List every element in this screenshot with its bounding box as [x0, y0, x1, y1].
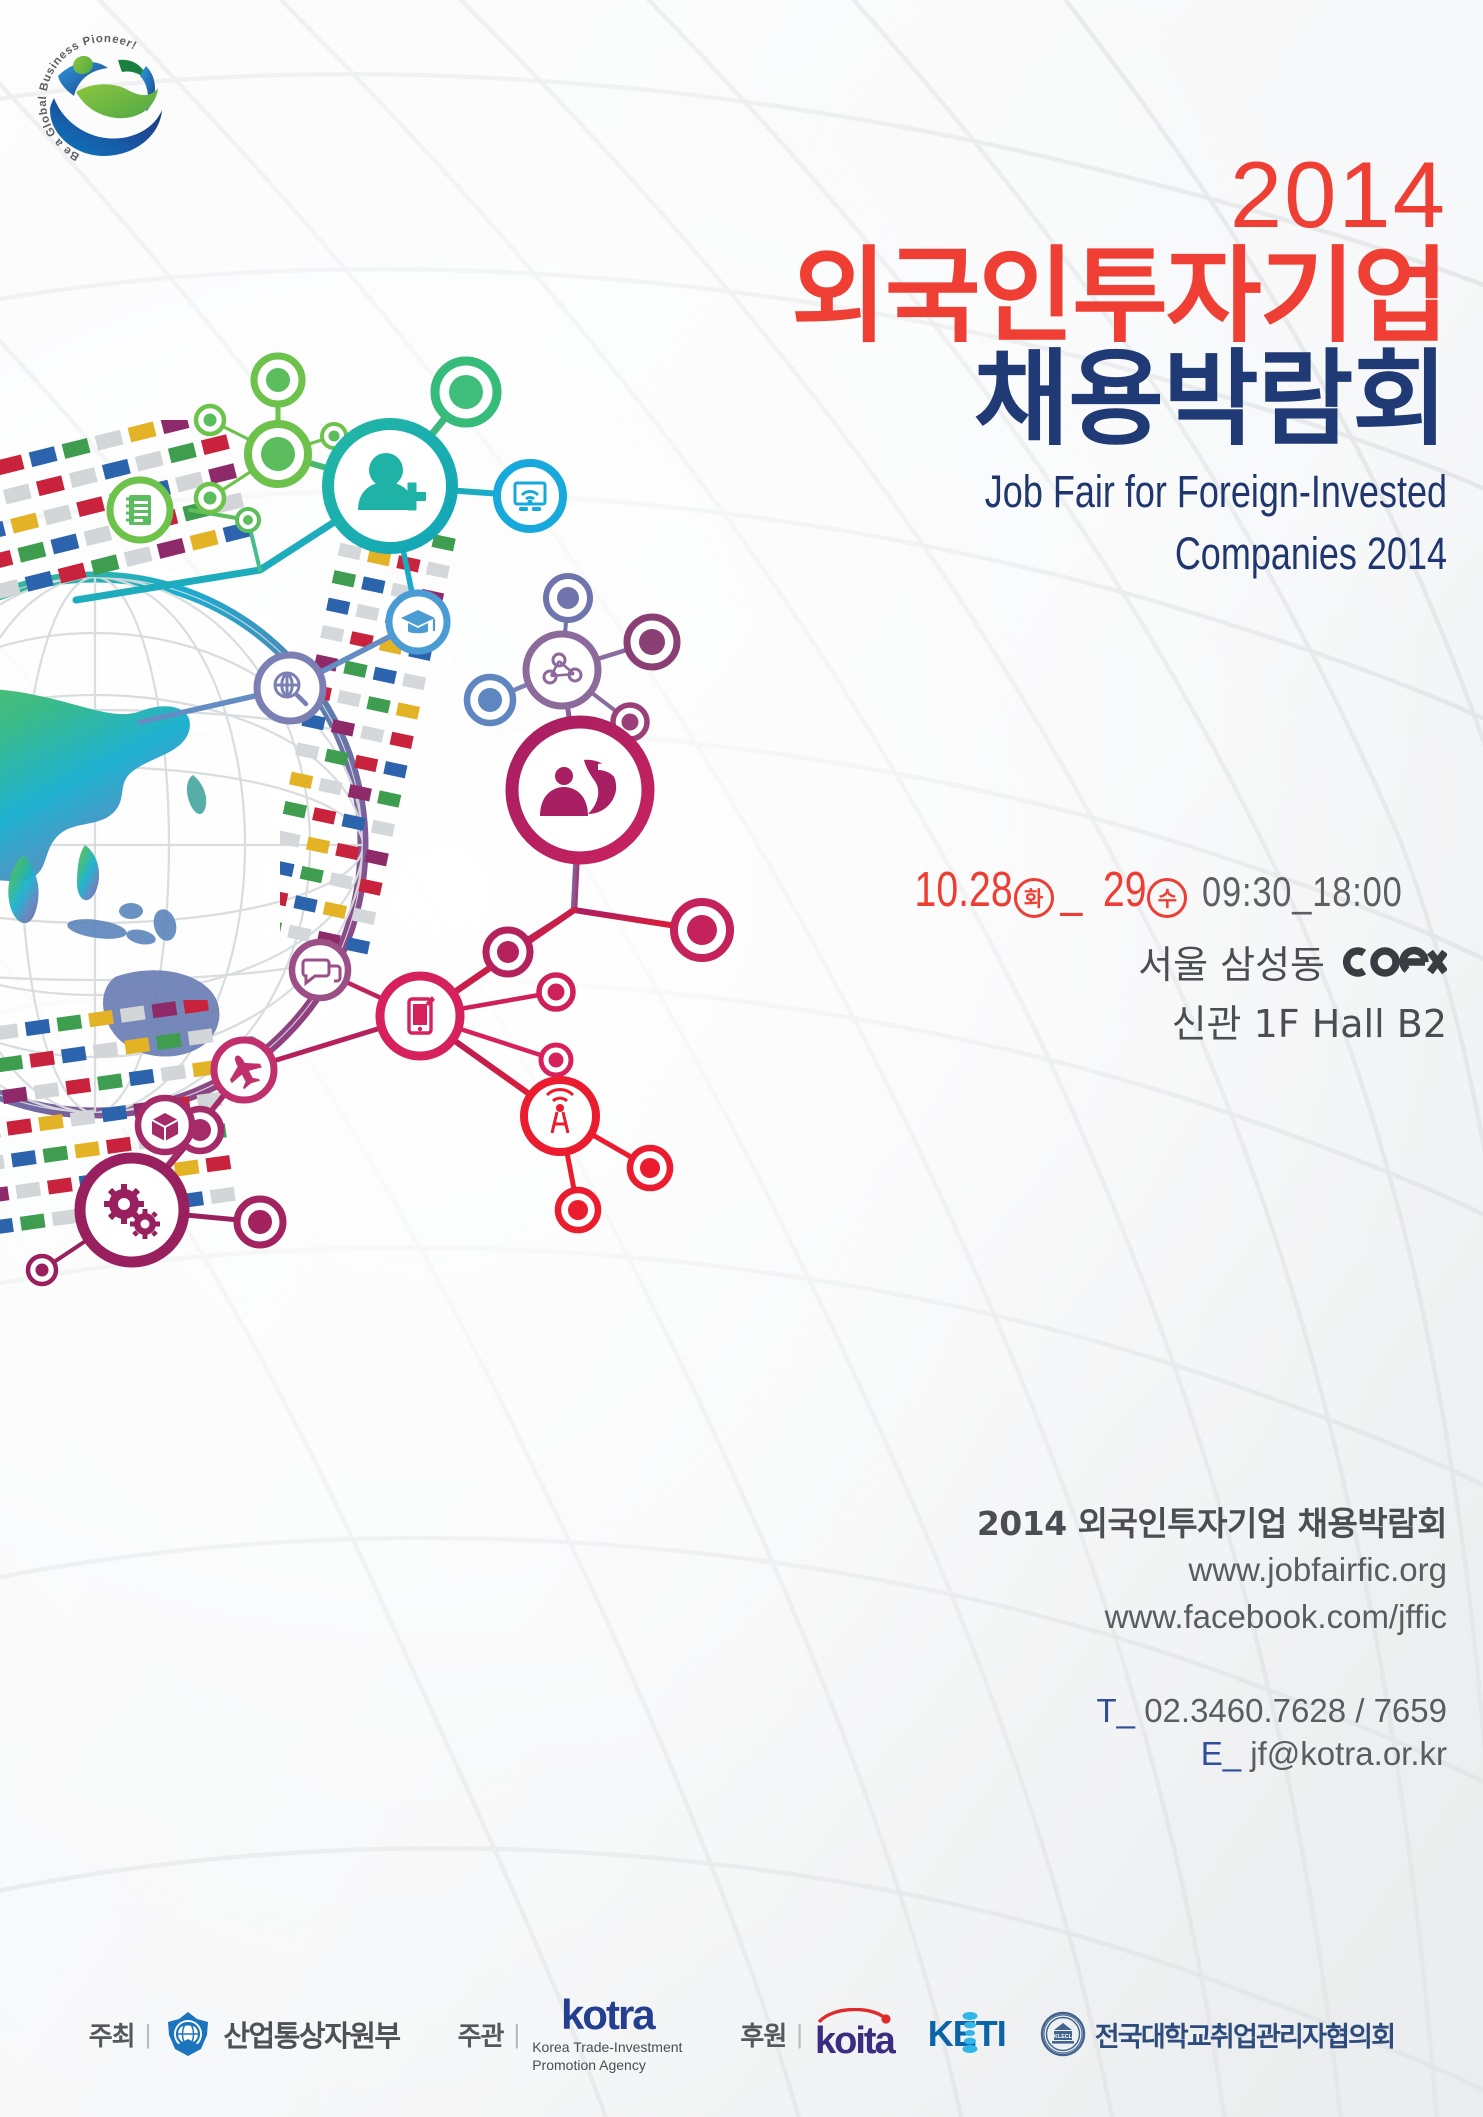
svg-text:KLECL: KLECL — [1054, 2034, 1073, 2040]
keti-dots-icon — [962, 2012, 978, 2053]
motie-emblem-icon — [168, 2012, 209, 2056]
handshake-icon — [505, 715, 655, 865]
chat-bubble-icon — [288, 938, 352, 1002]
event-details-block: 10.28 화 _ 29 수 09:30_18:00 서울 삼성동 — [687, 862, 1448, 1048]
spacer — [687, 1639, 1447, 1689]
kotra-wordmark: kotra — [560, 1991, 656, 2039]
koita-logo: koita — [815, 2008, 896, 2062]
date-end: 29 — [1102, 863, 1147, 917]
kotra-logo: kotra Korea Trade-Investment Promotion A… — [532, 1994, 682, 2073]
global-business-pioneer-logo: Be a Global Business Pioneer! — [37, 33, 162, 162]
gears-icon — [74, 1152, 190, 1268]
share-nodes-icon — [522, 630, 602, 710]
contact-block: 2014 외국인투자기업 채용박람회 www.jobfairfic.org ww… — [687, 1497, 1448, 1776]
footer-sponsor-group: 후원 | koita KETI — [740, 2008, 1396, 2062]
footer-logos: 주최 | 산업통상자원부 주관 | kotra — [0, 1989, 1483, 2079]
phone-label: T_ — [1096, 1691, 1136, 1729]
phone-row: T_ 02.3460.7628 / 7659 — [687, 1689, 1447, 1733]
search-globe-icon — [253, 651, 327, 725]
klecl-emblem-icon: KLECL — [1040, 2011, 1085, 2057]
phone-number: 02.3460.7628 / 7659 — [1144, 1691, 1447, 1729]
flag-strip-bottom-left — [0, 1000, 236, 1236]
email-address[interactable]: jf@kotra.or.kr — [1250, 1735, 1447, 1773]
kotra-subtitle: Korea Trade-Investment Promotion Agency — [532, 2039, 683, 2073]
title-english-line2: Companies 2014 — [1174, 527, 1447, 579]
website-link[interactable]: www.jobfairfic.org — [1188, 1551, 1447, 1588]
divider-1: | — [144, 2018, 152, 2049]
venue-line-1: 서울 삼성동 — [687, 934, 1448, 989]
host-name: 산업통상자원부 — [223, 2019, 401, 2053]
date-start: 10.28 — [914, 863, 1013, 917]
year-label: 2014 — [1229, 142, 1447, 247]
wifi-tablet-icon — [493, 459, 567, 533]
footer-organizer-group: 주관 | kotra Korea Trade-Investment Promot… — [458, 1994, 683, 2073]
title-korean-line1: 외국인투자기업 — [791, 235, 1449, 358]
smartphone-icon — [375, 971, 465, 1061]
weekday-badge-wed: 수 — [1147, 878, 1188, 918]
sponsor3-name: 전국대학교취업관리자협의회 — [1094, 2021, 1396, 2053]
footer-host-group: 주최 | 산업통상자원부 — [88, 2009, 401, 2059]
host-tag: 주최 — [88, 2021, 136, 2052]
keti-logo: KETI — [928, 2012, 1007, 2053]
date-separator: _ — [1060, 863, 1082, 917]
sponsor-tag: 후원 — [740, 2021, 787, 2052]
koita-wordmark: koita — [815, 2020, 896, 2062]
organizer-tag: 주관 — [457, 2021, 505, 2052]
date-row: 10.28 화 _ 29 수 09:30_18:00 — [687, 862, 1447, 918]
koita-arc-icon — [818, 2008, 891, 2024]
divider-3: | — [796, 2018, 804, 2049]
event-time: 09:30_18:00 — [1202, 868, 1403, 915]
email-label: E_ — [1200, 1735, 1242, 1773]
network-graph — [25, 352, 734, 1287]
broadcast-icon — [520, 1076, 600, 1156]
title-korean-line2: 채용박람회 — [973, 338, 1448, 461]
graduation-cap-icon — [385, 589, 451, 655]
title-english-line1: Job Fair for Foreign-Invested — [984, 465, 1447, 517]
email-row: E_ jf@kotra.or.kr — [687, 1732, 1447, 1776]
venue-line-2: 신관 1F Hall B2 — [1171, 1002, 1447, 1046]
airplane-icon — [210, 1036, 278, 1104]
headline-block: 2014 외국인투자기업 채용박람회 Job Fair for Foreign-… — [727, 142, 1449, 579]
coex-logo — [1339, 944, 1448, 980]
notebook-icon — [106, 476, 174, 544]
venue-city: 서울 삼성동 — [1138, 943, 1325, 987]
add-user-icon — [322, 418, 458, 554]
weekday-badge-tue: 화 — [1013, 878, 1054, 918]
divider-2: | — [513, 2018, 521, 2049]
facebook-link[interactable]: www.facebook.com/jffic — [1104, 1597, 1447, 1635]
package-icon — [134, 1094, 196, 1156]
contact-title: 2014 외국인투자기업 채용박람회 — [976, 1504, 1448, 1543]
